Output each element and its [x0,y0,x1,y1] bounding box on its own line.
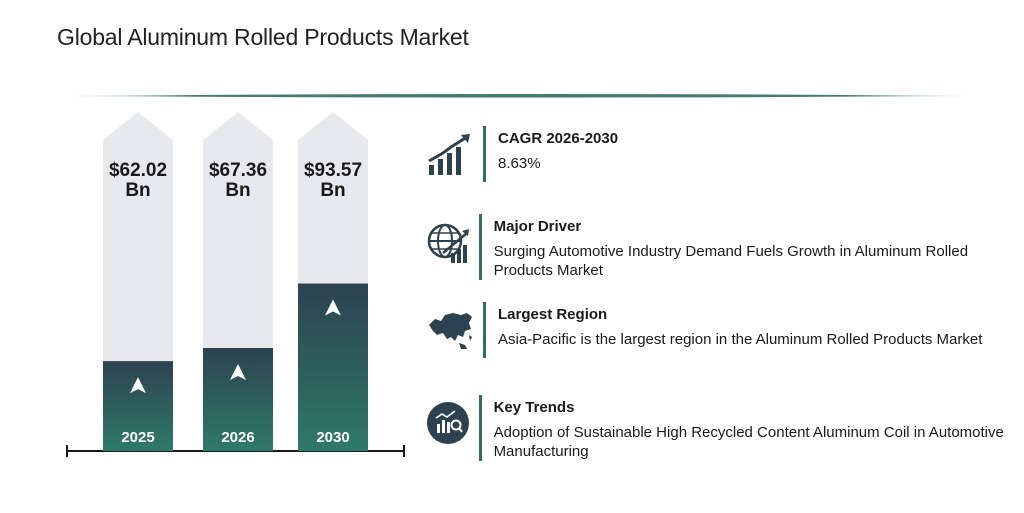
bar-arrow-icon [130,377,146,394]
card-heading: CAGR 2026-2030 [498,130,619,147]
value-label-amount: $67.36 [209,160,267,181]
globe-growth-icon [425,214,471,270]
card-accent-bar [483,126,486,182]
growth-chart-icon [425,126,475,182]
card-body: Adoption of Sustainable High Recycled Co… [493,424,1004,460]
card-heading: Major Driver [493,218,582,235]
bar-2025 [103,361,173,451]
card-major-driver: Major Driver Surging Automotive Industry… [425,214,1015,280]
category-label: 2026 [221,429,254,446]
card-body: Asia-Pacific is the largest region in th… [498,331,983,348]
card-largest-region: Largest Region Asia-Pacific is the large… [425,302,1015,358]
category-label: 2025 [121,429,154,446]
card-accent-bar [483,302,486,358]
card-body: 8.63% [498,155,541,172]
card-accent-bar [479,395,482,461]
asia-map-icon [425,302,475,358]
value-label-unit: Bn [320,180,345,201]
title-divider [60,94,980,98]
card-key-trends: Key Trends Adoption of Sustainable High … [425,395,1015,461]
value-label-amount: $62.02 [109,160,167,181]
analytics-icon [425,395,471,451]
card-accent-bar [479,214,482,280]
card-cagr: CAGR 2026-2030 8.63% [425,126,1015,182]
category-label: 2030 [316,429,349,446]
card-heading: Largest Region [498,306,608,323]
page-title: Global Aluminum Rolled Products Market [57,24,469,50]
card-heading: Key Trends [493,399,575,416]
bar-arrow-icon [325,299,341,316]
value-label-amount: $93.57 [304,160,362,181]
value-label-unit: Bn [125,180,150,201]
value-label-unit: Bn [225,180,250,201]
card-body: Surging Automotive Industry Demand Fuels… [493,243,969,279]
bar-arrow-icon [230,363,246,380]
